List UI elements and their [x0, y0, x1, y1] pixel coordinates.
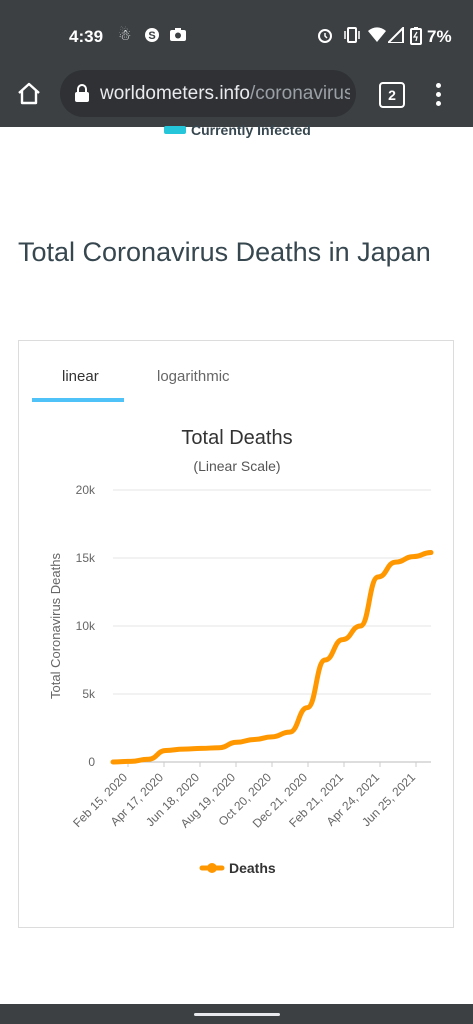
shazam-icon: S: [144, 27, 160, 48]
tab-switcher-button[interactable]: 2: [379, 82, 405, 108]
home-icon: [18, 82, 40, 105]
active-tab-indicator: [32, 398, 124, 402]
legend-label: Currently Infected: [191, 122, 311, 138]
battery-percent: 7%: [427, 27, 452, 46]
navigation-bar: [0, 1004, 473, 1024]
chart-title: Total Deaths: [181, 427, 293, 449]
svg-text:S: S: [148, 30, 155, 42]
signal-icon: [385, 25, 404, 48]
url-path: /coronavirus: [249, 83, 350, 104]
vibrate-icon: [343, 27, 361, 48]
gesture-handle[interactable]: [194, 1013, 280, 1016]
y-tick-label: 5k: [82, 687, 96, 701]
status-time: 4:39: [69, 27, 104, 46]
tab-logarithmic[interactable]: logarithmic: [157, 368, 230, 385]
legend-marker-deaths: [207, 863, 217, 873]
tab-linear[interactable]: linear: [62, 368, 99, 385]
browser-toolbar: worldometers.info/coronavirus 2: [0, 68, 473, 127]
camera-icon: [170, 27, 186, 46]
url-field[interactable]: worldometers.info/coronavirus: [60, 70, 356, 117]
status-bar: 4:39 ☃ S 7%: [0, 0, 473, 68]
y-axis-label: Total Coronavirus Deaths: [48, 553, 63, 699]
url-domain: worldometers.info: [100, 83, 250, 104]
overflow-menu-icon[interactable]: [430, 80, 446, 108]
home-button[interactable]: [15, 80, 43, 108]
y-tick-label: 15k: [76, 551, 96, 565]
page-title: Total Coronavirus Deaths in Japan: [18, 237, 431, 267]
legend-swatch: [164, 126, 186, 134]
chart-subtitle: (Linear Scale): [193, 458, 281, 474]
wifi-icon: [368, 27, 386, 48]
deaths-series-line: [110, 550, 434, 765]
battery-icon: [410, 27, 422, 50]
y-tick-label: 20k: [76, 483, 96, 497]
legend-label-deaths: Deaths: [229, 860, 276, 876]
lock-icon: [75, 84, 89, 102]
notification-icon: ☃: [118, 27, 132, 44]
url-text: worldometers.info/coronavirus: [100, 83, 350, 105]
alarm-icon: [317, 27, 333, 48]
y-tick-label: 10k: [76, 619, 96, 633]
y-tick-label: 0: [88, 755, 95, 769]
chart-panel: linear logarithmic Total Deaths (Linear …: [18, 340, 454, 928]
